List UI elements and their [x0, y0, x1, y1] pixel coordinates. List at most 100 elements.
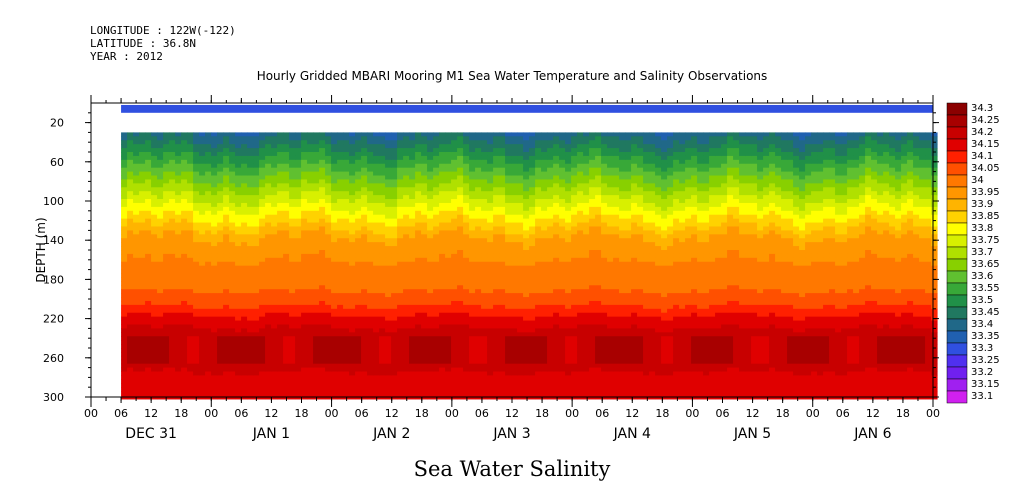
salinity-cell [169, 175, 176, 180]
salinity-cell [451, 167, 458, 173]
salinity-cell [199, 355, 206, 361]
salinity-cell [409, 144, 416, 149]
salinity-cell [247, 175, 254, 180]
salinity-cell [163, 367, 170, 373]
salinity-cell [133, 155, 140, 161]
salinity-cell [133, 391, 140, 396]
salinity-cell [151, 355, 158, 361]
salinity-cell [319, 218, 326, 224]
salinity-cell [145, 324, 152, 329]
salinity-cell [403, 320, 410, 325]
salinity-cell [445, 199, 452, 204]
salinity-cell [217, 167, 224, 173]
salinity-cell [127, 391, 134, 396]
salinity-cell [535, 199, 542, 204]
salinity-cell [265, 199, 272, 204]
salinity-cell [517, 375, 524, 380]
salinity-cell [217, 163, 224, 169]
salinity-cell [337, 304, 344, 310]
salinity-cell [511, 155, 518, 161]
salinity-cell [547, 300, 554, 306]
salinity-cell [397, 199, 404, 204]
salinity-cell [319, 199, 326, 204]
salinity-cell [175, 375, 182, 380]
salinity-cell [487, 308, 494, 314]
salinity-cell [343, 218, 350, 224]
salinity-cell [121, 375, 128, 380]
salinity-cell [301, 214, 308, 220]
salinity-cell [499, 332, 506, 337]
salinity-cell [187, 387, 194, 392]
salinity-cell [445, 355, 452, 361]
salinity-cell [487, 253, 494, 259]
salinity-cell [235, 300, 242, 306]
salinity-cell [265, 187, 272, 192]
salinity-cell [403, 242, 410, 247]
salinity-cell [415, 195, 422, 200]
salinity-cell [403, 308, 410, 314]
salinity-cell [367, 152, 374, 157]
salinity-cell [193, 285, 200, 290]
salinity-cell [397, 336, 404, 341]
salinity-cell [535, 359, 542, 365]
salinity-cell [535, 136, 542, 141]
salinity-cell [139, 379, 146, 384]
salinity-cell [229, 316, 236, 322]
salinity-cell [475, 281, 482, 286]
salinity-cell [385, 261, 392, 267]
salinity-cell [121, 171, 128, 177]
salinity-cell [553, 246, 560, 251]
salinity-cell [181, 253, 188, 259]
salinity-cell [457, 371, 464, 376]
salinity-cell [163, 175, 170, 180]
salinity-cell [193, 199, 200, 204]
salinity-cell [229, 222, 236, 227]
salinity-cell [409, 359, 416, 365]
salinity-cell [259, 179, 266, 184]
salinity-cell [457, 199, 464, 204]
salinity-cell [457, 206, 464, 212]
salinity-cell [295, 242, 302, 247]
salinity-cell [193, 202, 200, 208]
salinity-cell [451, 144, 458, 149]
salinity-cell [367, 210, 374, 216]
salinity-cell [259, 183, 266, 188]
salinity-cell [433, 155, 440, 161]
salinity-cell [511, 230, 518, 235]
salinity-cell [307, 183, 314, 188]
salinity-cell [187, 155, 194, 161]
salinity-cell [319, 308, 326, 314]
salinity-cell [499, 152, 506, 157]
salinity-cell [493, 159, 500, 165]
salinity-cell [313, 375, 320, 380]
salinity-cell [301, 261, 308, 267]
salinity-cell [367, 367, 374, 373]
salinity-cell [301, 336, 308, 341]
salinity-cell [319, 144, 326, 149]
salinity-cell [361, 261, 368, 267]
salinity-cell [385, 269, 392, 275]
salinity-cell [469, 273, 476, 278]
salinity-cell [469, 140, 476, 145]
salinity-cell [283, 171, 290, 177]
salinity-cell [553, 171, 560, 177]
salinity-cell [265, 359, 272, 365]
salinity-cell [343, 367, 350, 373]
salinity-cell [253, 320, 260, 325]
salinity-cell [553, 273, 560, 278]
salinity-cell [463, 348, 470, 353]
salinity-cell [511, 167, 518, 173]
salinity-cell [199, 269, 206, 275]
salinity-cell [499, 261, 506, 267]
salinity-cell [535, 308, 542, 314]
salinity-cell [391, 312, 398, 318]
salinity-cell [391, 140, 398, 145]
salinity-cell [475, 167, 482, 173]
salinity-cell [283, 202, 290, 208]
salinity-cell [247, 183, 254, 188]
salinity-cell [529, 375, 536, 380]
salinity-cell [553, 387, 560, 392]
salinity-cell [445, 304, 452, 310]
salinity-cell [283, 250, 290, 255]
salinity-cell [139, 383, 146, 388]
